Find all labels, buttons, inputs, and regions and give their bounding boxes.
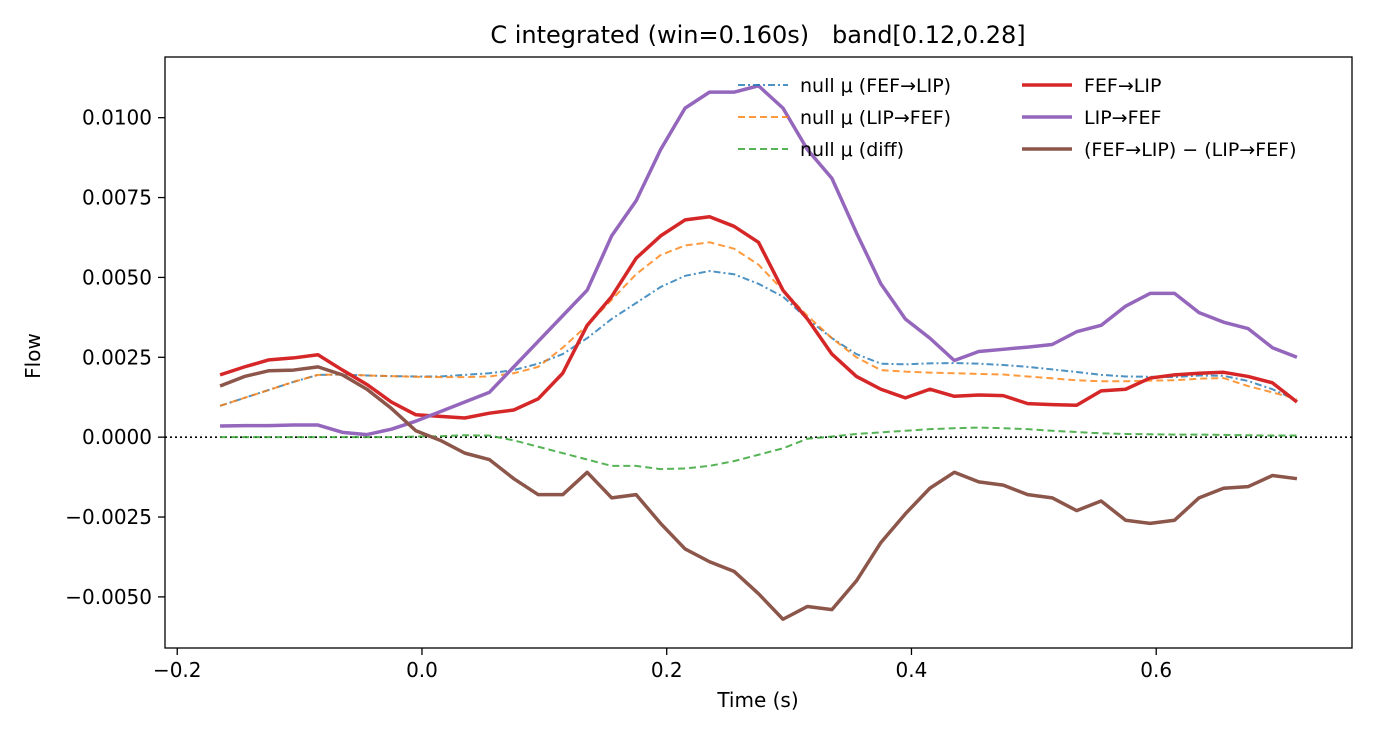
y-tick-label: 0.0100 bbox=[82, 106, 152, 130]
legend-label-4: LIP→FEF bbox=[1084, 107, 1161, 129]
y-tick-label: 0.0000 bbox=[82, 425, 152, 449]
y-tick-label: 0.0050 bbox=[82, 265, 152, 289]
plot-frame bbox=[164, 56, 1353, 649]
y-axis-label: Flow bbox=[21, 333, 45, 379]
legend-label-3: FEF→LIP bbox=[1084, 75, 1161, 97]
y-tick-label: 0.0075 bbox=[82, 186, 152, 210]
chart-legend: null μ (FEF→LIP) null μ (LIP→FEF) null μ (… bbox=[738, 75, 1297, 161]
plot-area: −0.2 0.0 0.2 0.4 0.6 −0.0050 −0.0025 0.0000 0.00… bbox=[65, 56, 1353, 682]
x-tick-label: 0.2 bbox=[651, 658, 683, 682]
x-tick-label: 0.0 bbox=[406, 658, 438, 682]
legend-label-0: null μ (FEF→LIP) bbox=[800, 75, 951, 97]
legend-label-2: null μ (diff) bbox=[800, 139, 904, 161]
series-line-0 bbox=[219, 270, 1298, 407]
x-axis-label: Time (s) bbox=[716, 688, 798, 712]
x-tick-label: −0.2 bbox=[153, 658, 202, 682]
series-line-3 bbox=[219, 214, 1299, 420]
series-line-1 bbox=[219, 241, 1298, 407]
chart-title: C integrated (win=0.160s) band[0.12,0.28… bbox=[490, 21, 1025, 49]
x-tick-label: 0.6 bbox=[1140, 658, 1172, 682]
series-line-5 bbox=[219, 365, 1298, 621]
y-tick-label: −0.0050 bbox=[65, 585, 152, 609]
y-tick-label: 0.0025 bbox=[82, 345, 152, 369]
series-line-2 bbox=[220, 426, 1297, 471]
legend-label-1: null μ (LIP→FEF) bbox=[800, 107, 951, 129]
y-tick-label: −0.0025 bbox=[65, 505, 152, 529]
legend-label-5: (FEF→LIP) − (LIP→FEF) bbox=[1084, 139, 1297, 161]
x-tick-label: 0.4 bbox=[896, 658, 928, 682]
